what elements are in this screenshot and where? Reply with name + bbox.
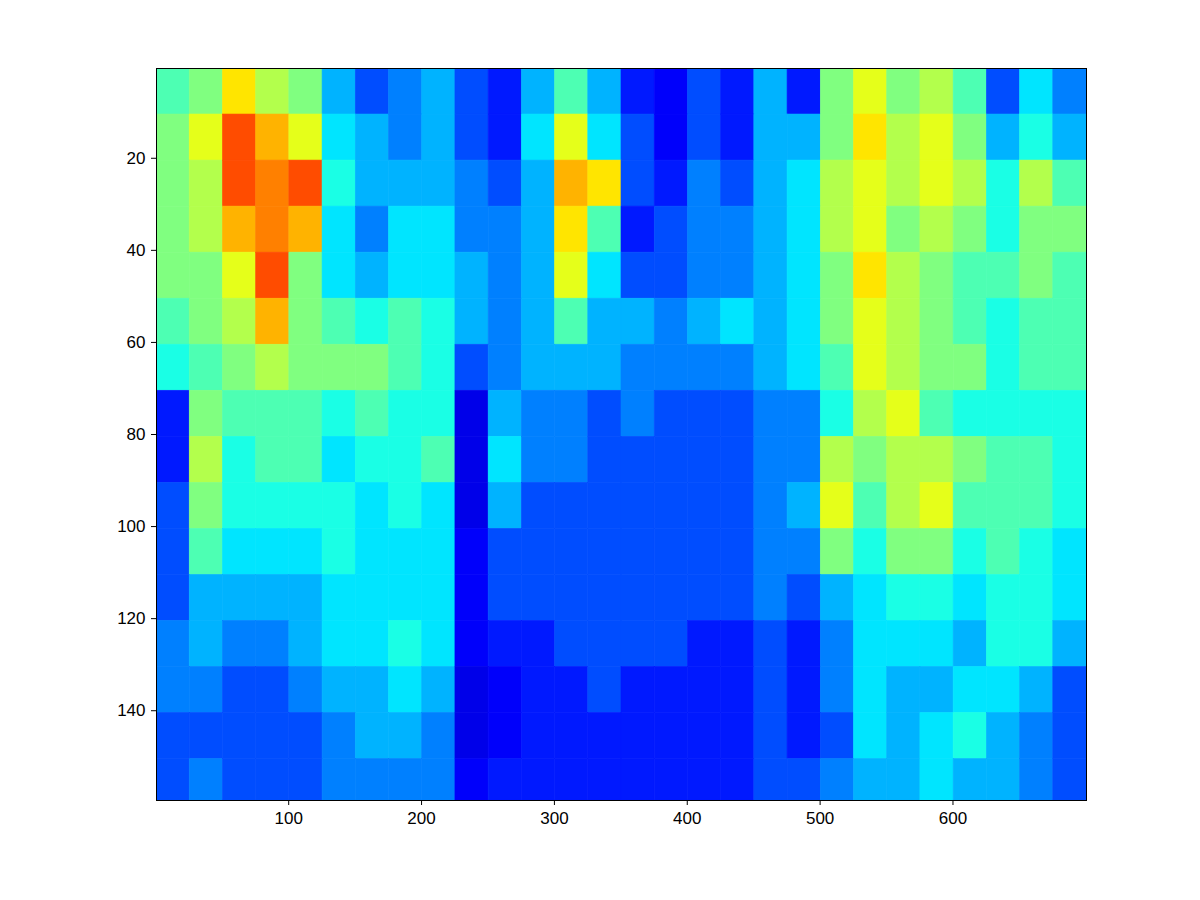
svg-text:140: 140 bbox=[117, 701, 145, 720]
svg-text:80: 80 bbox=[127, 425, 146, 444]
svg-text:60: 60 bbox=[127, 333, 146, 352]
svg-text:200: 200 bbox=[407, 809, 435, 828]
svg-text:400: 400 bbox=[673, 809, 701, 828]
svg-text:100: 100 bbox=[275, 809, 303, 828]
svg-text:300: 300 bbox=[540, 809, 568, 828]
svg-text:500: 500 bbox=[806, 809, 834, 828]
svg-text:600: 600 bbox=[939, 809, 967, 828]
svg-text:120: 120 bbox=[117, 609, 145, 628]
svg-text:20: 20 bbox=[127, 149, 146, 168]
svg-text:100: 100 bbox=[117, 517, 145, 536]
svg-text:40: 40 bbox=[127, 241, 146, 260]
